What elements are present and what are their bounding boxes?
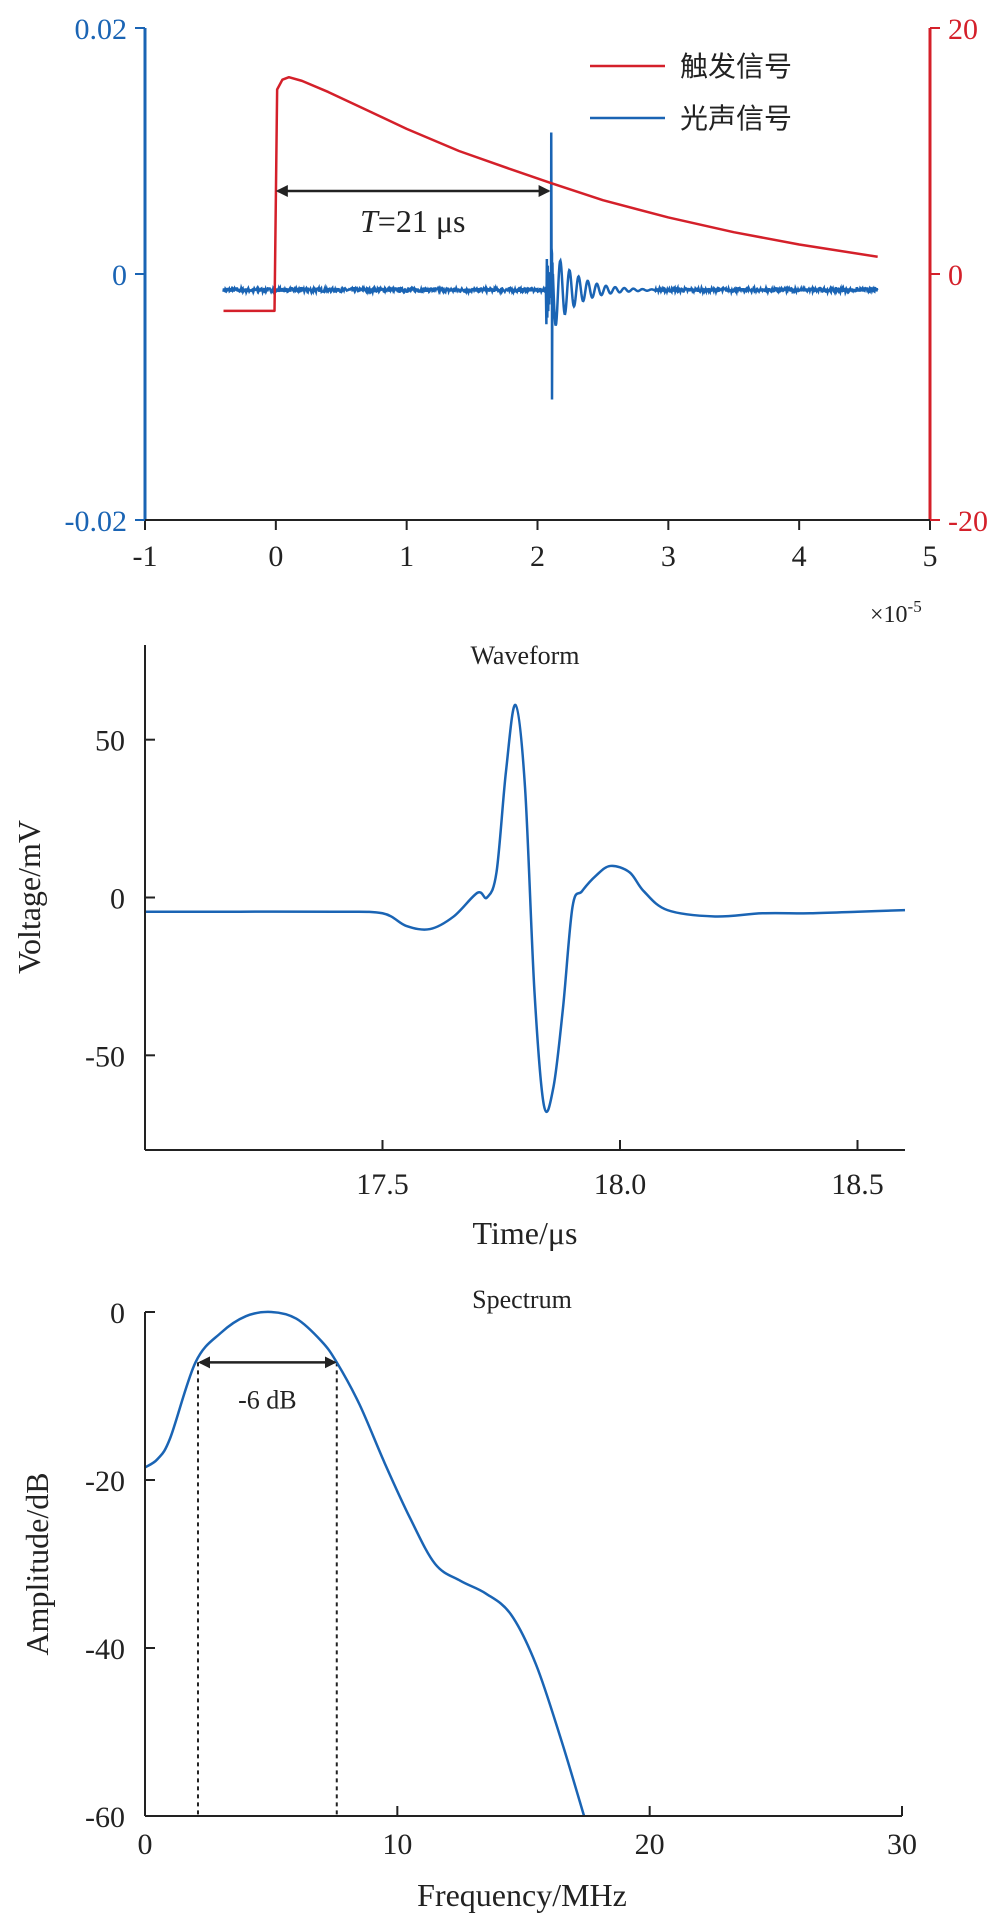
- y-right-tick-label: 0: [948, 259, 963, 292]
- x-tick-label: 0: [268, 540, 283, 573]
- waveform-title: Waveform: [470, 641, 579, 670]
- spectrum-title: Spectrum: [472, 1285, 572, 1314]
- x-tick-label: 30: [887, 1828, 917, 1861]
- y-left-tick-label: 0.02: [75, 13, 128, 46]
- y-tick-label: -50: [85, 1040, 125, 1073]
- series-photoacoustic-line: [222, 132, 879, 400]
- x-tick-label: 17.5: [356, 1168, 409, 1201]
- x-tick-label: 5: [923, 540, 938, 573]
- y-tick-label: 0: [110, 883, 125, 916]
- x-tick-label: 0: [138, 1828, 153, 1861]
- x-multiplier-exponent: -5: [908, 597, 922, 616]
- x-tick-label: 18.5: [831, 1168, 884, 1201]
- y-right-tick-label: -20: [948, 505, 988, 538]
- x-tick-label: 2: [530, 540, 545, 573]
- x-tick-label: -1: [133, 540, 158, 573]
- legend-label-trigger: 触发信号: [680, 51, 792, 83]
- x-tick-label: 4: [792, 540, 807, 573]
- y-tick-label: -60: [85, 1801, 125, 1834]
- bandwidth-label: -6 dB: [238, 1385, 297, 1414]
- x-tick-label: 18.0: [594, 1168, 647, 1201]
- x-tick-label: 10: [382, 1828, 412, 1861]
- x-tick-label: 1: [399, 540, 414, 573]
- legend: 触发信号 光声信号: [590, 51, 792, 135]
- x-tick-label: 3: [661, 540, 676, 573]
- series-waveform-line: [145, 703, 906, 1114]
- y-left-tick-label: -0.02: [65, 505, 128, 538]
- y-tick-label: -20: [85, 1465, 125, 1498]
- panel-spectrum: Spectrum 0 10 20 30 0 -20 -40 -60 -6 dB Freque…: [19, 1285, 917, 1913]
- panel-waveform: Waveform 17.5 18.0 18.5 50 0 -50 Time/μs Vol…: [11, 641, 906, 1251]
- y-tick-label: 50: [95, 725, 125, 758]
- x-multiplier: ×10-5: [870, 597, 922, 628]
- y-tick-label: 0: [110, 1297, 125, 1330]
- period-label: T=21 μs: [360, 203, 465, 239]
- waveform-xlabel: Time/μs: [473, 1215, 578, 1251]
- y-right-tick-label: 20: [948, 13, 978, 46]
- legend-label-photoacoustic: 光声信号: [680, 103, 792, 135]
- waveform-ylabel: Voltage/mV: [11, 820, 47, 974]
- x-tick-label: 20: [635, 1828, 665, 1861]
- panel-trigger: -1 0 1 2 3 4 5 0.02 0 -0.02 20 0 -20 ×10-5 T=21 μs…: [65, 13, 989, 628]
- series-spectrum-line: [144, 1310, 586, 1817]
- spectrum-xlabel: Frequency/MHz: [417, 1877, 627, 1913]
- series-trigger-line: [223, 75, 878, 313]
- y-tick-label: -40: [85, 1633, 125, 1666]
- spectrum-ylabel: Amplitude/dB: [19, 1472, 55, 1655]
- y-left-tick-label: 0: [112, 259, 127, 292]
